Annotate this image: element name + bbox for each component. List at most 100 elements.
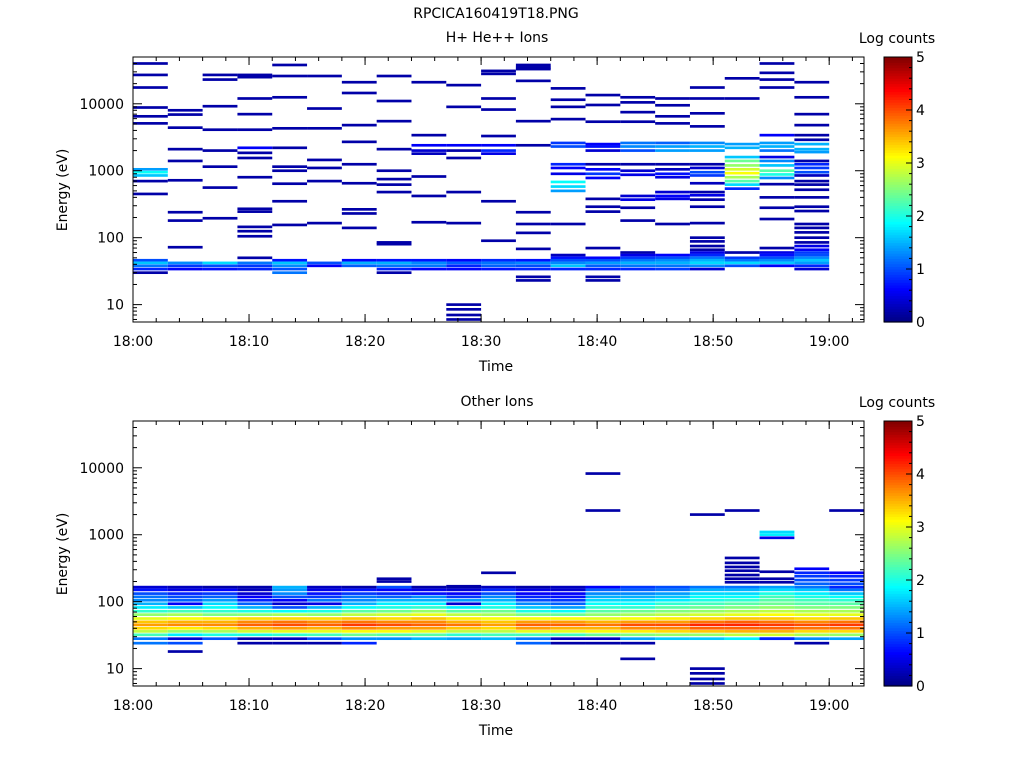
heatmap-cell — [515, 247, 551, 251]
heatmap-cell — [515, 637, 551, 641]
heatmap-cell — [411, 220, 447, 224]
heatmap-cell — [829, 617, 864, 620]
heatmap-cell — [307, 598, 342, 602]
heatmap-cell — [620, 120, 656, 124]
heatmap-cell — [167, 606, 203, 609]
colorbar-label: Log counts — [859, 395, 935, 411]
heatmap-cell — [655, 609, 690, 613]
heatmap-cell — [167, 633, 203, 637]
heatmap-cell — [167, 650, 203, 653]
heatmap-cell — [794, 613, 830, 616]
heatmap-cell — [515, 79, 551, 83]
heatmap-cell — [237, 592, 273, 595]
heatmap-cell — [759, 602, 795, 606]
colorbar-segment — [884, 223, 912, 228]
heatmap-cell — [655, 141, 690, 145]
colorbar-segment — [884, 683, 912, 687]
colorbar-segment — [884, 672, 912, 676]
x-tick-label: 18:40 — [577, 334, 617, 350]
x-axis-label: Time — [478, 723, 513, 739]
panel-title: H+ He++ Ions — [446, 30, 549, 46]
colorbar-segment — [884, 184, 912, 188]
heatmap-cell — [515, 641, 551, 645]
heatmap-cell — [446, 592, 482, 595]
heatmap-cell — [237, 267, 273, 271]
heatmap-cell — [272, 74, 308, 78]
heatmap-cell — [411, 609, 447, 613]
heatmap-cell — [620, 592, 656, 595]
heatmap-cell — [585, 275, 621, 279]
x-axis-label: Time — [478, 359, 513, 375]
heatmap-cell — [724, 509, 760, 512]
heatmap-cell — [794, 253, 830, 257]
colorbar-segment — [884, 664, 912, 669]
heatmap-cell — [620, 264, 656, 268]
axes: 18:00 18:10 18:20 18:30 18:40 18:50 19:00 10 100… — [79, 420, 864, 714]
heatmap-cell — [724, 620, 760, 624]
heatmap-cell — [133, 271, 168, 275]
heatmap-cell — [724, 592, 760, 595]
heatmap-cell — [759, 145, 795, 148]
heatmap-cell — [167, 219, 203, 222]
heatmap-cell — [167, 178, 203, 182]
heatmap-cell — [272, 598, 308, 602]
colorbar: 0 1 2 3 4 5 — [883, 50, 925, 331]
colorbar-segment — [884, 466, 912, 470]
heatmap-cell — [202, 623, 238, 627]
heatmap-cell — [272, 267, 308, 271]
heatmap-cell — [759, 258, 795, 262]
heatmap-cell — [341, 626, 377, 630]
heatmap-cell — [515, 210, 551, 214]
x-tick-label: 18:30 — [461, 334, 501, 350]
heatmap-cell — [620, 620, 656, 624]
heatmap-cell — [202, 73, 238, 77]
x-tick-label: 18:50 — [693, 698, 733, 714]
heatmap-cell — [272, 623, 308, 627]
y-tick-label: 1000 — [88, 164, 124, 180]
heatmap-cell — [481, 72, 516, 76]
heatmap-cell — [237, 97, 273, 100]
heatmap-cell — [655, 602, 690, 606]
heatmap-cell — [794, 142, 830, 146]
colorbar-segment — [884, 141, 912, 146]
colorbar-segment — [884, 458, 912, 462]
colorbar-segment — [884, 630, 912, 634]
heatmap-cell — [759, 598, 795, 602]
heatmap-cell — [411, 194, 447, 198]
heatmap-cell — [133, 62, 168, 65]
heatmap-cell — [724, 630, 760, 633]
heatmap-cells — [133, 62, 830, 321]
colorbar-segment — [884, 524, 912, 528]
heatmap-cell — [446, 613, 482, 616]
heatmap-cell — [794, 598, 830, 602]
heatmap-cell — [794, 595, 830, 599]
heatmap-cell — [167, 598, 203, 602]
heatmap-cell — [237, 207, 273, 211]
colorbar-segment — [884, 556, 912, 560]
heatmap-cell — [794, 183, 830, 186]
colorbar-segment — [884, 643, 912, 647]
heatmap-cell — [724, 159, 760, 163]
heatmap-cell — [620, 606, 656, 609]
heatmap-cell — [515, 609, 551, 613]
heatmap-cell — [759, 617, 795, 620]
colorbar-segment — [884, 178, 912, 183]
heatmap-cell — [202, 633, 238, 637]
heatmap-cell — [550, 623, 586, 627]
heatmap-cell — [620, 602, 656, 606]
colorbar-segment — [884, 170, 912, 175]
heatmap-cell — [655, 256, 690, 260]
heatmap-cell — [759, 159, 795, 163]
heatmap-cell — [481, 239, 516, 243]
heatmap-cell — [237, 261, 273, 265]
heatmap-cell — [689, 112, 725, 115]
colorbar-segment — [884, 157, 912, 161]
colorbar-segment — [884, 561, 912, 565]
heatmap-cell — [759, 169, 795, 173]
colorbar-segment — [884, 566, 912, 570]
colorbar-segment — [884, 139, 912, 143]
heatmap-cell — [341, 140, 377, 144]
colorbar-segment — [884, 123, 912, 127]
heatmap-cell — [759, 86, 795, 89]
colorbar-segment — [884, 221, 912, 225]
